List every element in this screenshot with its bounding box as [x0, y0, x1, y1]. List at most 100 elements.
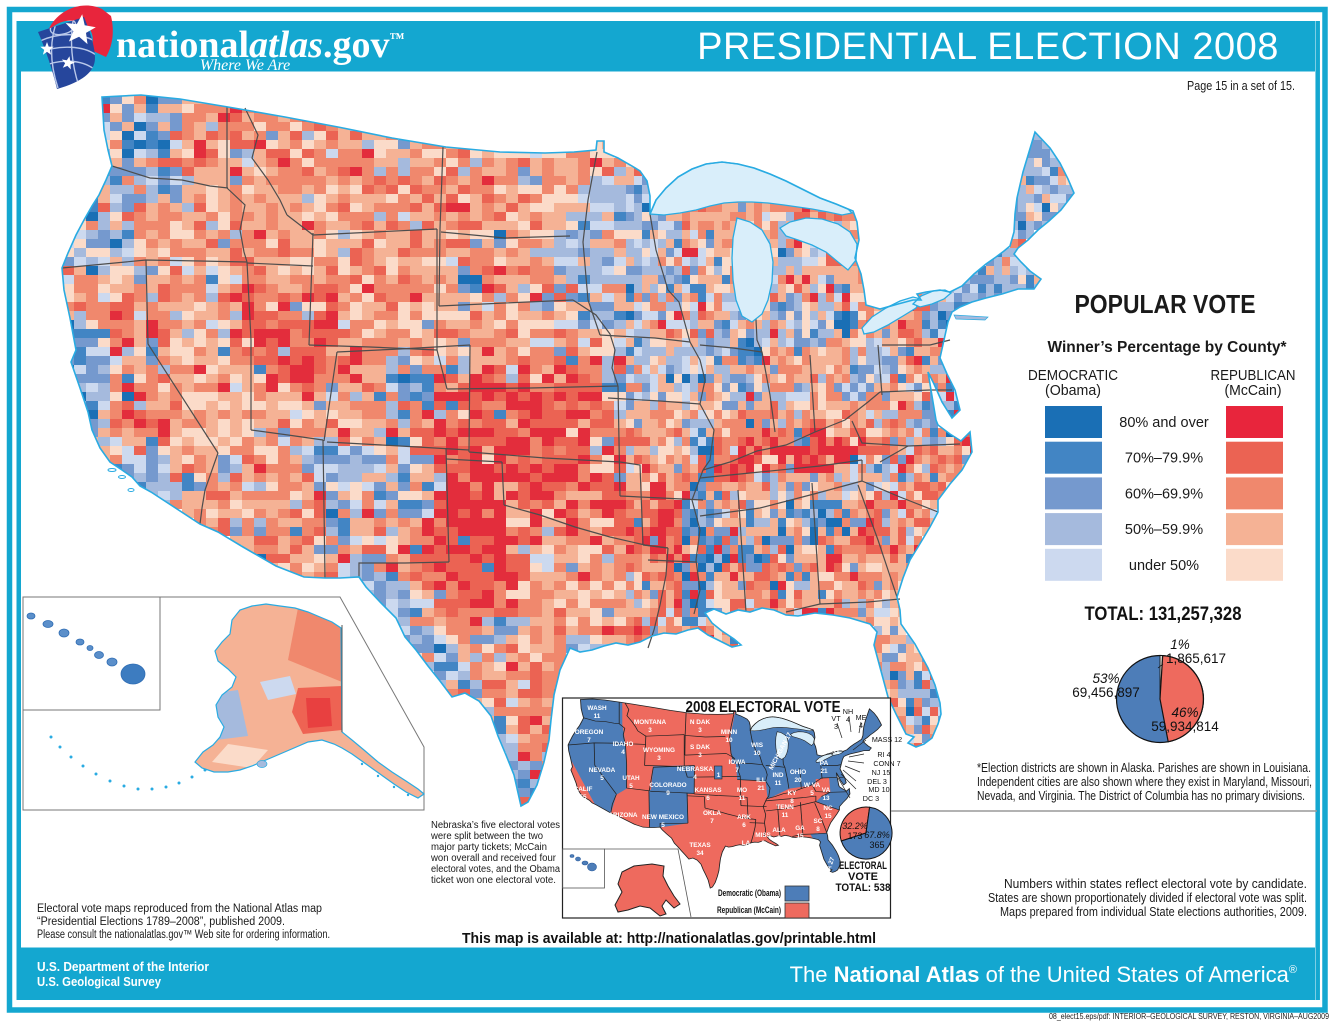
- svg-text:ALA: ALA: [772, 827, 786, 834]
- svg-text:VT: VT: [831, 714, 841, 723]
- svg-text:States are shown proportionate: States are shown proportionately divided…: [988, 891, 1307, 905]
- svg-text:KANSAS: KANSAS: [695, 787, 723, 794]
- svg-text:Please consult the nationalatl: Please consult the nationalatlas.gov™ We…: [37, 929, 330, 941]
- svg-text:MINN: MINN: [721, 729, 738, 736]
- svg-text:MASS 12: MASS 12: [872, 735, 902, 744]
- svg-text:MO: MO: [737, 787, 747, 794]
- svg-text:The National Atlas of the Unit: The National Atlas of the United States …: [790, 962, 1297, 987]
- svg-text:Independent cities are also sh: Independent cities are also shown where …: [977, 775, 1312, 789]
- svg-text:3: 3: [834, 722, 838, 731]
- svg-text:electoral votes, and the Obama: electoral votes, and the Obama: [431, 864, 560, 875]
- svg-text:major party tickets; McCain: major party tickets; McCain: [431, 842, 547, 853]
- svg-text:WASH: WASH: [587, 705, 607, 712]
- svg-text:9: 9: [744, 848, 748, 855]
- svg-text:21: 21: [757, 785, 765, 792]
- svg-text:MONTANA: MONTANA: [634, 719, 667, 726]
- svg-text:won overall and received four: won overall and received four: [430, 853, 557, 864]
- svg-text:80% and over: 80% and over: [1119, 415, 1209, 431]
- svg-text:31: 31: [832, 749, 840, 756]
- svg-text:MISS: MISS: [755, 832, 771, 839]
- svg-text:TENN: TENN: [776, 804, 794, 811]
- svg-text:NY: NY: [832, 741, 842, 748]
- svg-text:OKLA: OKLA: [703, 810, 721, 817]
- svg-text:20: 20: [794, 777, 802, 784]
- svg-text:1%: 1%: [1170, 637, 1190, 652]
- svg-text:8: 8: [816, 826, 820, 833]
- svg-text:173: 173: [847, 831, 862, 841]
- svg-text:Maps prepared from individual: Maps prepared from individual State elec…: [1000, 905, 1307, 919]
- svg-text:IND: IND: [772, 772, 783, 779]
- svg-text:10: 10: [725, 737, 733, 744]
- svg-text:LA: LA: [742, 840, 751, 847]
- svg-text:32.2%: 32.2%: [842, 821, 868, 831]
- svg-text:55: 55: [579, 794, 587, 801]
- svg-text:67.8%: 67.8%: [864, 830, 890, 840]
- svg-text:IOWA: IOWA: [728, 759, 745, 766]
- svg-text:53%: 53%: [1092, 671, 1119, 686]
- svg-text:7: 7: [710, 818, 714, 825]
- svg-text:S DAK: S DAK: [690, 744, 710, 751]
- svg-text:Democratic (Obama): Democratic (Obama): [718, 888, 781, 898]
- svg-text:NH: NH: [843, 707, 853, 716]
- svg-text:5: 5: [661, 822, 665, 829]
- svg-text:3: 3: [648, 727, 652, 734]
- svg-text:08_elect15.eps/pdf: INTERIOR–G: 08_elect15.eps/pdf: INTERIOR–GEOLOGICAL …: [1049, 1011, 1329, 1021]
- svg-text:(McCain): (McCain): [1225, 383, 1282, 399]
- svg-text:OHIO: OHIO: [790, 769, 806, 776]
- svg-text:CALIF: CALIF: [574, 786, 593, 793]
- svg-text:DEL 3: DEL 3: [867, 777, 887, 786]
- svg-text:VOTE: VOTE: [848, 871, 878, 883]
- svg-text:21: 21: [820, 768, 828, 775]
- svg-text:7: 7: [587, 737, 591, 744]
- svg-text:7: 7: [735, 767, 739, 774]
- svg-text:MD 10: MD 10: [868, 785, 889, 794]
- svg-text:15: 15: [824, 813, 832, 820]
- svg-text:3: 3: [657, 755, 661, 762]
- svg-text:NEBRASKA: NEBRASKA: [677, 766, 714, 773]
- svg-text:11: 11: [594, 713, 601, 720]
- svg-text:ELECTORAL: ELECTORAL: [839, 860, 887, 872]
- svg-text:ARIZONA: ARIZONA: [608, 812, 637, 819]
- svg-text:U.S. Geological Survey: U.S. Geological Survey: [37, 975, 161, 989]
- svg-text:W VA: W VA: [804, 782, 821, 789]
- svg-text:9: 9: [777, 835, 781, 842]
- svg-text:6: 6: [761, 840, 765, 847]
- svg-text:*Election districts are shown: *Election districts are shown in Alaska.…: [977, 761, 1311, 775]
- svg-text:DEMOCRATIC: DEMOCRATIC: [1028, 368, 1118, 384]
- svg-text:60%–69.9%: 60%–69.9%: [1125, 486, 1203, 502]
- svg-text:13: 13: [822, 795, 830, 802]
- svg-text:3: 3: [698, 727, 702, 734]
- svg-text:TOTAL: 538: TOTAL: 538: [836, 882, 891, 894]
- svg-text:TOTAL: 131,257,328: TOTAL: 131,257,328: [1085, 604, 1242, 625]
- svg-text:11: 11: [782, 812, 789, 819]
- svg-text:34: 34: [696, 850, 704, 857]
- svg-text:ARK: ARK: [737, 814, 751, 821]
- svg-text:HAWAII: HAWAII: [571, 872, 594, 879]
- svg-text:POPULAR VOTE: POPULAR VOTE: [1075, 289, 1256, 319]
- svg-text:4: 4: [621, 749, 625, 756]
- svg-text:Nebraska’s five electoral vote: Nebraska’s five electoral votes: [431, 820, 560, 831]
- svg-text:10: 10: [619, 820, 627, 827]
- svg-text:4: 4: [846, 715, 850, 724]
- svg-text:70%–79.9%: 70%–79.9%: [1125, 451, 1203, 467]
- svg-text:365: 365: [869, 840, 884, 850]
- svg-text:“Presidential Elections 1789–2: “Presidential Elections 1789–2008”, publ…: [37, 916, 285, 928]
- svg-text:ILL: ILL: [756, 777, 766, 784]
- svg-text:PA: PA: [820, 760, 829, 767]
- svg-text:U.S. Department of the Interio: U.S. Department of the Interior: [37, 960, 209, 974]
- svg-text:RI 4: RI 4: [877, 750, 890, 759]
- svg-text:NJ 15: NJ 15: [872, 768, 891, 777]
- svg-text:5: 5: [629, 783, 633, 790]
- svg-text:REPUBLICAN: REPUBLICAN: [1211, 368, 1296, 384]
- svg-text:6: 6: [742, 822, 746, 829]
- svg-text:4: 4: [693, 774, 697, 781]
- svg-text:3: 3: [698, 752, 702, 759]
- svg-text:TEXAS: TEXAS: [689, 842, 711, 849]
- svg-text:(Obama): (Obama): [1045, 383, 1101, 399]
- svg-text:NC: NC: [823, 805, 833, 812]
- svg-text:Electoral vote maps reproduced: Electoral vote maps reproduced from the …: [37, 903, 322, 915]
- svg-text:SC: SC: [814, 818, 823, 825]
- svg-text:15: 15: [796, 833, 804, 840]
- svg-text:KY: KY: [788, 790, 798, 797]
- svg-text:IDAHO: IDAHO: [613, 741, 634, 748]
